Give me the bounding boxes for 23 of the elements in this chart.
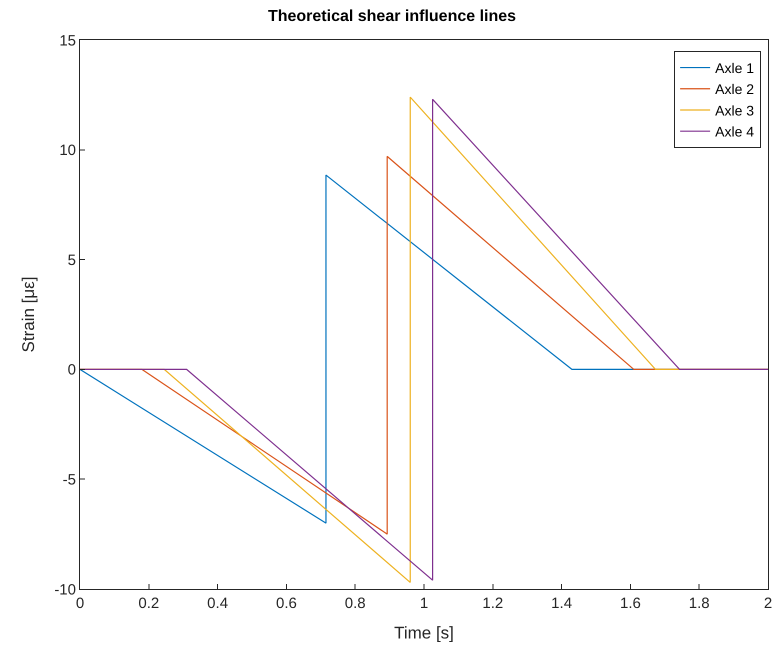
x-tick-label: 1: [420, 595, 428, 612]
chart-title: Theoretical shear influence lines: [268, 8, 516, 26]
x-tick-label: 1.4: [551, 595, 572, 612]
legend-label: Axle 1: [715, 60, 754, 76]
x-tick-label: 1.6: [620, 595, 641, 612]
legend-label: Axle 2: [715, 81, 754, 98]
x-tick-label: 1.8: [688, 595, 710, 612]
y-tick-label: 15: [59, 32, 76, 50]
x-tick-label: 1.2: [482, 595, 504, 612]
x-axis-title: Time [s]: [394, 623, 454, 642]
y-tick-label: 10: [59, 142, 76, 160]
legend-label: Axle 3: [715, 102, 754, 118]
y-tick-label: -5: [62, 471, 76, 488]
y-axis-title: Strain [με]: [18, 276, 38, 352]
x-tick-label: 0.8: [344, 595, 366, 612]
x-tick-label: 0.6: [276, 595, 297, 612]
x-tick-label: 2: [764, 595, 772, 612]
x-tick-label: 0.4: [207, 595, 228, 612]
y-tick-label: -10: [54, 581, 76, 598]
legend-label: Axle 4: [715, 124, 754, 140]
x-tick-label: 0.2: [138, 595, 160, 612]
y-tick-label: 0: [68, 362, 76, 379]
y-tick-label: 5: [68, 252, 76, 269]
